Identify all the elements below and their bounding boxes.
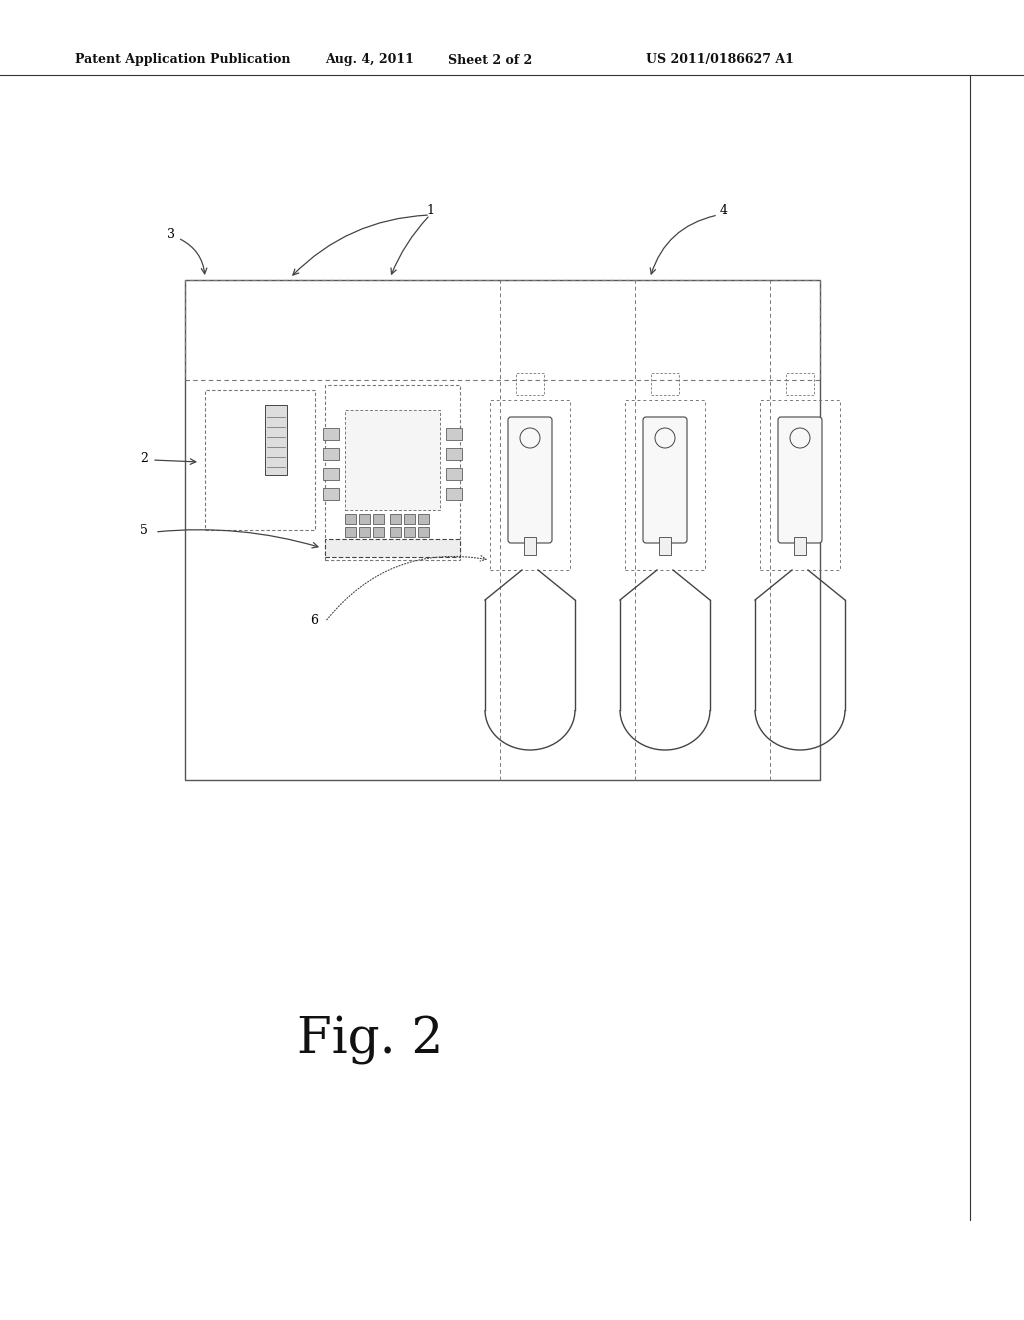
Bar bbox=[446, 428, 462, 440]
Text: 3: 3 bbox=[167, 228, 175, 242]
Bar bbox=[418, 540, 429, 550]
Bar bbox=[390, 527, 401, 537]
Bar bbox=[373, 513, 384, 524]
Bar bbox=[205, 389, 315, 531]
FancyBboxPatch shape bbox=[508, 417, 552, 543]
Bar bbox=[185, 280, 820, 380]
Bar bbox=[323, 488, 339, 500]
Bar bbox=[185, 280, 820, 780]
FancyBboxPatch shape bbox=[643, 417, 687, 543]
Bar bbox=[325, 539, 460, 557]
Bar bbox=[651, 374, 679, 395]
Bar bbox=[446, 488, 462, 500]
Bar bbox=[265, 405, 287, 475]
Text: 1: 1 bbox=[426, 203, 434, 216]
Text: Sheet 2 of 2: Sheet 2 of 2 bbox=[447, 54, 532, 66]
Bar bbox=[760, 400, 840, 570]
Text: Aug. 4, 2011: Aug. 4, 2011 bbox=[326, 54, 415, 66]
Bar bbox=[404, 513, 415, 524]
Text: 4: 4 bbox=[720, 203, 728, 216]
Bar bbox=[359, 513, 370, 524]
Bar bbox=[446, 447, 462, 459]
Text: Patent Application Publication: Patent Application Publication bbox=[75, 54, 291, 66]
Bar bbox=[404, 527, 415, 537]
Bar bbox=[625, 400, 705, 570]
Bar bbox=[390, 540, 401, 550]
Bar bbox=[516, 374, 544, 395]
Bar bbox=[404, 540, 415, 550]
Text: 6: 6 bbox=[310, 614, 318, 627]
Bar bbox=[786, 374, 814, 395]
Bar bbox=[359, 540, 370, 550]
Bar bbox=[490, 400, 570, 570]
Bar bbox=[373, 527, 384, 537]
FancyBboxPatch shape bbox=[778, 417, 822, 543]
Bar bbox=[418, 513, 429, 524]
Bar bbox=[323, 447, 339, 459]
Bar bbox=[345, 540, 356, 550]
Text: US 2011/0186627 A1: US 2011/0186627 A1 bbox=[646, 54, 794, 66]
Bar bbox=[524, 537, 536, 554]
Bar bbox=[418, 527, 429, 537]
Bar bbox=[390, 513, 401, 524]
Bar bbox=[345, 411, 440, 510]
Bar bbox=[345, 527, 356, 537]
Bar bbox=[323, 428, 339, 440]
Bar bbox=[794, 537, 806, 554]
Bar bbox=[325, 385, 460, 560]
Bar bbox=[323, 469, 339, 480]
Text: 5: 5 bbox=[140, 524, 148, 536]
Bar bbox=[345, 513, 356, 524]
Text: Fig. 2: Fig. 2 bbox=[297, 1015, 443, 1065]
Bar bbox=[659, 537, 671, 554]
Bar bbox=[373, 540, 384, 550]
Bar bbox=[446, 469, 462, 480]
Text: 2: 2 bbox=[140, 451, 148, 465]
Bar bbox=[359, 527, 370, 537]
